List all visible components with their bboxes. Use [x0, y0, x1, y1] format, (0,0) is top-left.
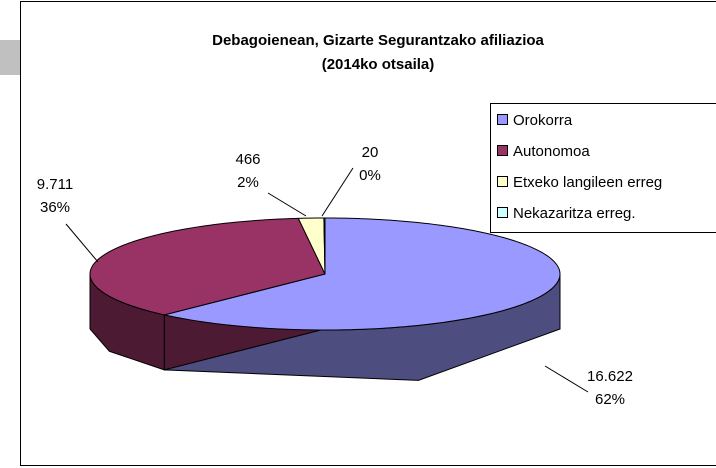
- value-label: 16.622: [587, 368, 633, 385]
- leader-line: [321, 167, 354, 217]
- percent-label: 0%: [359, 167, 381, 184]
- leader-line: [65, 223, 99, 263]
- legend-label: Autonomoa: [513, 143, 590, 160]
- legend-swatch: [497, 207, 508, 218]
- legend-label: Nekazaritza erreg.: [513, 205, 636, 222]
- slice: [89, 217, 326, 316]
- pie: [89, 217, 561, 381]
- legend-label: Etxeko langileen erreg: [513, 174, 662, 191]
- background-block: [0, 40, 20, 75]
- value-label: 9.711: [37, 176, 73, 193]
- value-label: 466: [235, 151, 260, 168]
- percent-label: 36%: [40, 199, 70, 216]
- data-labels: 16.622 62% 9.711 36% 466 2% 20 0%: [37, 144, 633, 408]
- leader-line: [267, 192, 307, 217]
- value-label: 20: [362, 144, 379, 161]
- legend: [490, 103, 716, 233]
- legend-entries: Orokorra Autonomoa Etxeko langileen erreg N…: [497, 112, 662, 222]
- legend-label: Orokorra: [513, 112, 573, 129]
- percent-label: 62%: [595, 391, 625, 408]
- legend-swatch: [497, 114, 508, 125]
- leader-line: [544, 365, 589, 393]
- legend-swatch: [497, 145, 508, 156]
- legend-swatch: [497, 176, 508, 187]
- percent-label: 2%: [237, 174, 259, 191]
- chart-title: Debagoienean, Gizarte Segurantzako afili…: [212, 32, 544, 49]
- slice: [323, 217, 326, 275]
- slice: [164, 217, 561, 331]
- chart-subtitle: (2014ko otsaila): [322, 56, 435, 73]
- slice: [297, 217, 326, 275]
